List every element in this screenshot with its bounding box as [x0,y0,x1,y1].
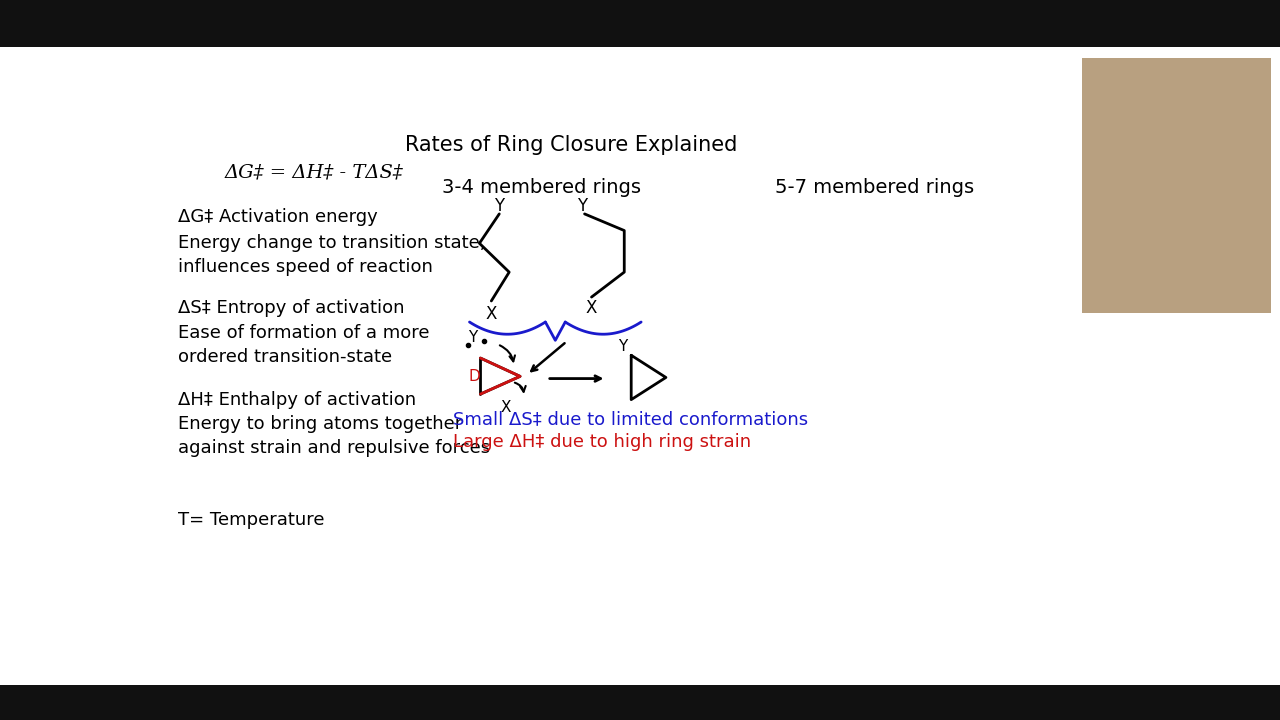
Text: Rates of Ring Closure Explained: Rates of Ring Closure Explained [406,135,737,155]
Text: Y: Y [468,330,477,345]
Text: Large ΔH‡ due to high ring strain: Large ΔH‡ due to high ring strain [453,433,751,451]
Text: X: X [500,400,512,415]
Text: 3-4 membered rings: 3-4 membered rings [443,178,641,197]
Text: influences speed of reaction: influences speed of reaction [178,258,433,276]
Text: ΔG‡ = ΔH‡ - TΔS‡: ΔG‡ = ΔH‡ - TΔS‡ [224,163,403,181]
Text: D: D [468,369,480,384]
Text: ΔG‡ Activation energy: ΔG‡ Activation energy [178,207,378,225]
Text: against strain and repulsive forces: against strain and repulsive forces [178,439,490,457]
Text: X: X [586,299,598,317]
Text: Energy to bring atoms together: Energy to bring atoms together [178,415,462,433]
Text: Y: Y [618,339,627,354]
Text: ΔS‡ Entropy of activation: ΔS‡ Entropy of activation [178,300,404,317]
Text: T= Temperature: T= Temperature [178,511,324,529]
Text: X: X [485,305,497,323]
Text: Small ΔS‡ due to limited conformations: Small ΔS‡ due to limited conformations [453,410,808,428]
Text: Y: Y [576,197,586,215]
Text: 5-7 membered rings: 5-7 membered rings [774,178,974,197]
Text: ordered transition-state: ordered transition-state [178,348,392,366]
Text: Ease of formation of a more: Ease of formation of a more [178,323,429,341]
Text: ΔH‡ Enthalpy of activation: ΔH‡ Enthalpy of activation [178,391,416,409]
Text: Energy change to transition state,: Energy change to transition state, [178,234,485,252]
Text: Y: Y [494,197,504,215]
